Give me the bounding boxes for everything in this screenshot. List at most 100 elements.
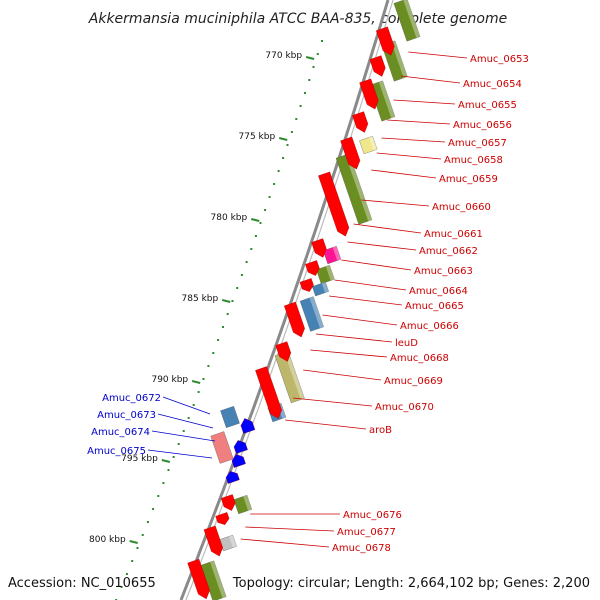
scale-dot bbox=[321, 40, 323, 42]
gene-label: Amuc_0661 bbox=[424, 229, 483, 240]
cds-arrow bbox=[359, 78, 379, 110]
cds-arrow-shape bbox=[220, 494, 236, 511]
cds-arrow-reverse-shape bbox=[225, 471, 240, 484]
gene-labels-right: Amuc_0653 Amuc_0654 Amuc_0655 Amuc_0656 Amuc… bbox=[332, 54, 529, 554]
gene-label: Amuc_0663 bbox=[414, 266, 473, 277]
cds-arrow bbox=[340, 136, 361, 170]
cog-block-body bbox=[359, 135, 378, 155]
label-leader bbox=[285, 419, 367, 430]
label-leader-left bbox=[162, 396, 211, 415]
cog-block-body bbox=[220, 406, 240, 428]
gene-label: Amuc_0676 bbox=[343, 510, 402, 521]
map-title: Akkermansia muciniphila ATCC BAA-835, co… bbox=[88, 11, 507, 27]
cog-block-body bbox=[323, 245, 342, 265]
label-leader bbox=[381, 137, 446, 143]
scale-dot bbox=[286, 144, 289, 146]
cds-arrow bbox=[369, 55, 386, 77]
gene-label: Amuc_0670 bbox=[375, 402, 434, 413]
cog-block bbox=[219, 534, 237, 552]
gene-label: Amuc_0654 bbox=[463, 79, 522, 90]
gene-label: Amuc_0668 bbox=[390, 353, 449, 364]
label-leader-left bbox=[147, 449, 213, 459]
gene-labels-left: Amuc_0672 Amuc_0673 Amuc_0674 Amuc_0675 bbox=[87, 393, 161, 457]
label-leader bbox=[361, 199, 430, 207]
label-leader bbox=[387, 119, 451, 125]
label-leader bbox=[341, 259, 412, 271]
scale-dot bbox=[245, 261, 248, 263]
scale-label: 785 kbp bbox=[182, 294, 219, 304]
cds-arrow bbox=[187, 558, 210, 600]
cds-arrow-shape bbox=[187, 558, 210, 600]
gene-label: Amuc_0656 bbox=[453, 120, 512, 131]
gene-label: Amuc_0678 bbox=[332, 543, 391, 554]
scale-dot bbox=[273, 183, 276, 185]
cds-arrow-reverse-shape bbox=[231, 454, 246, 468]
cog-block-body bbox=[210, 431, 234, 464]
cog-block-highlight bbox=[284, 351, 305, 400]
cds-arrow bbox=[311, 238, 327, 258]
cds-arrow-shape bbox=[375, 26, 395, 56]
gene-label: Amuc_0658 bbox=[444, 155, 503, 166]
cog-block bbox=[316, 264, 335, 285]
gene-label: aroB bbox=[369, 425, 392, 436]
scale-track bbox=[115, 40, 323, 600]
scale-tick bbox=[278, 137, 288, 141]
cds-arrow-shape bbox=[203, 525, 223, 557]
cds-arrow bbox=[305, 260, 320, 276]
label-leader bbox=[329, 295, 403, 306]
cds-arrow-shape bbox=[359, 78, 379, 110]
cds-arrow-shape bbox=[352, 111, 369, 133]
cds-arrow-shape bbox=[299, 278, 314, 292]
cog-block bbox=[210, 431, 234, 464]
cog-block-highlight bbox=[368, 136, 378, 151]
cds-arrow bbox=[284, 301, 305, 338]
scale-dot bbox=[299, 105, 302, 107]
scale-dot bbox=[316, 53, 319, 55]
scale-dot bbox=[125, 573, 128, 575]
cds-arrow-shape bbox=[255, 366, 282, 419]
gene-label: Amuc_0664 bbox=[409, 286, 468, 297]
scale-tick bbox=[251, 218, 260, 222]
cog-block bbox=[233, 494, 253, 515]
gene-label: Amuc_0666 bbox=[400, 321, 459, 332]
cog-block-highlight bbox=[210, 560, 227, 598]
scale-dot bbox=[182, 430, 185, 432]
label-leader bbox=[303, 369, 382, 381]
scale-dot bbox=[222, 326, 224, 328]
scale-dot bbox=[312, 66, 315, 68]
cds-arrow-reverse bbox=[233, 440, 248, 454]
label-leader bbox=[400, 75, 461, 84]
cog-blocks bbox=[200, 0, 421, 600]
cds-arrow bbox=[352, 111, 369, 133]
cds-arrow-shape bbox=[311, 238, 327, 258]
label-leader bbox=[293, 397, 373, 407]
accession-text: Accession: NC_010655 bbox=[8, 576, 156, 591]
cog-block-body bbox=[316, 264, 335, 285]
scale-dot bbox=[187, 417, 190, 419]
scale-dot bbox=[236, 287, 239, 289]
cds-arrow-reverse bbox=[231, 454, 246, 468]
cds-arrow-shape bbox=[284, 301, 305, 338]
label-leader bbox=[334, 279, 407, 291]
cds-arrow bbox=[215, 512, 230, 525]
label-leader bbox=[310, 349, 388, 358]
gene-label: Amuc_0665 bbox=[405, 301, 464, 312]
cds-arrow bbox=[275, 341, 292, 362]
label-leader bbox=[245, 526, 335, 532]
cog-block bbox=[299, 296, 324, 332]
cog-block-body bbox=[312, 281, 329, 297]
cog-block bbox=[335, 153, 373, 225]
scale-dot bbox=[290, 131, 293, 133]
cds-arrow-shape bbox=[305, 260, 320, 276]
cds-arrow bbox=[220, 494, 236, 511]
gene-label: Amuc_0659 bbox=[439, 174, 498, 185]
scale-tick bbox=[305, 56, 315, 60]
scale-dot bbox=[167, 469, 170, 471]
cds-arrow-shape bbox=[318, 171, 350, 237]
scale-dot bbox=[172, 456, 175, 458]
scale-dot bbox=[277, 170, 280, 172]
scale-dot bbox=[226, 313, 229, 315]
label-leader bbox=[240, 538, 330, 548]
cog-block-highlight bbox=[309, 296, 324, 329]
